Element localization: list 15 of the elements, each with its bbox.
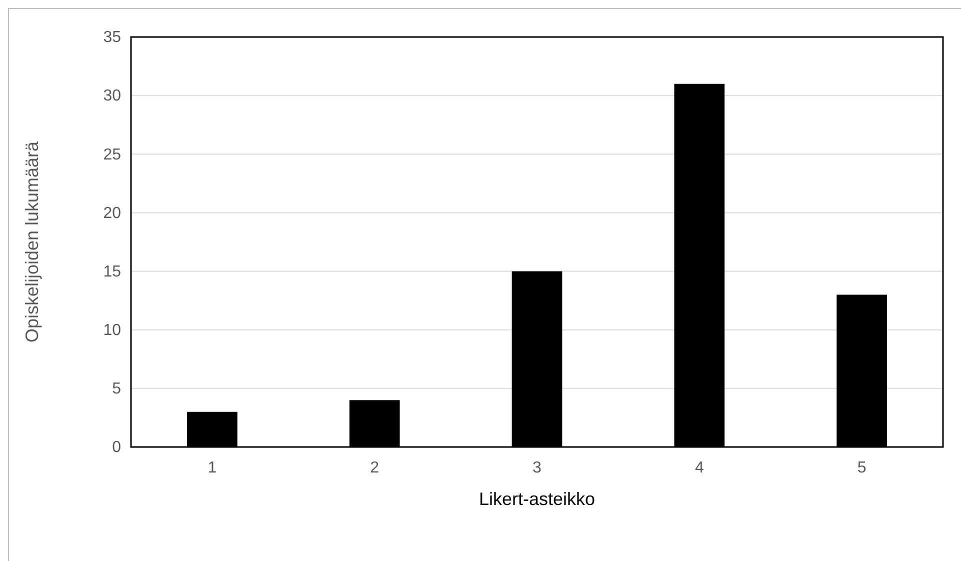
y-tick-label: 20 (103, 204, 122, 222)
y-tick-label: 10 (103, 322, 122, 339)
x-tick-label: 2 (370, 459, 380, 476)
y-tick-label: 30 (103, 88, 122, 105)
x-tick-label: 3 (532, 459, 542, 476)
x-tick-label: 4 (694, 459, 704, 476)
y-tick-label: 15 (103, 263, 122, 280)
x-tick-label: 5 (857, 459, 866, 476)
x-tick-label: 1 (208, 459, 217, 476)
x-axis-title: Likert-asteikko (478, 489, 596, 509)
y-tick-label: 25 (103, 146, 122, 164)
y-tick-label: 0 (112, 439, 122, 456)
y-tick-label: 5 (112, 380, 122, 398)
y-axis-title: Opiskelijoiden lukumäärä (22, 140, 42, 343)
y-tick-label: 35 (103, 29, 122, 46)
